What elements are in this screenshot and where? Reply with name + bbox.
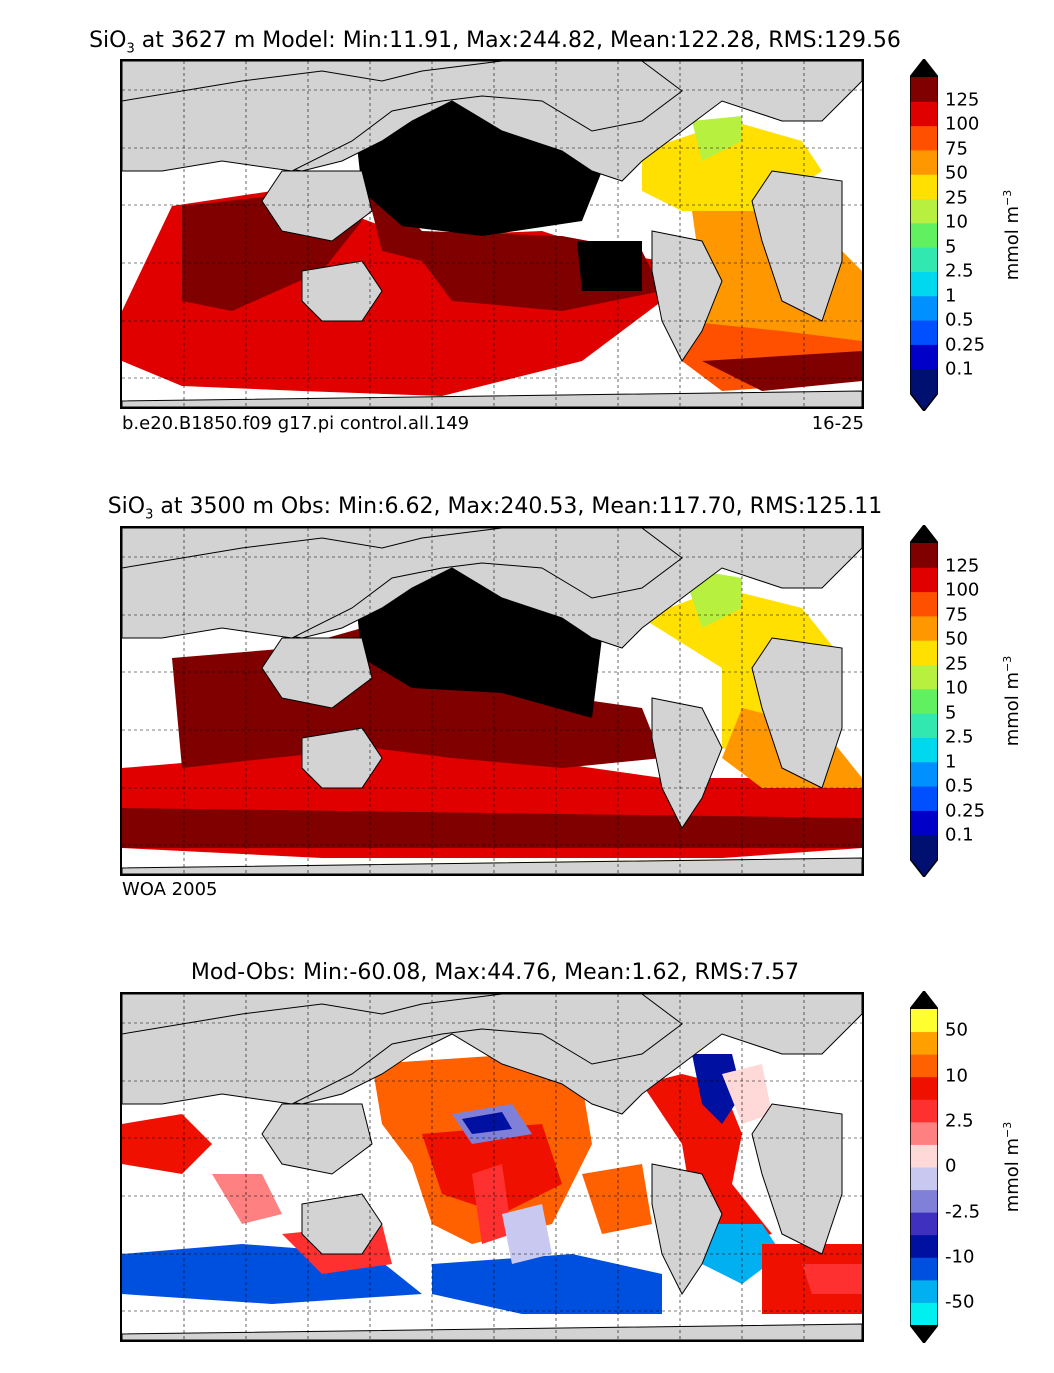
colorbar-tick: 0.1 (945, 358, 974, 380)
colorbar-tick: 0.5 (945, 309, 974, 331)
colorbar-segment (910, 1302, 938, 1326)
diff-colorbar (910, 991, 938, 1343)
colorbar-tick: 50 (945, 162, 968, 184)
colorbar-tick: 10 (945, 677, 968, 699)
colorbar-tick: 75 (945, 604, 968, 626)
colorbar-segment (910, 786, 938, 811)
colorbar-segment (910, 810, 938, 836)
colorbar-graphic (910, 59, 938, 411)
colorbar-tick: 25 (945, 653, 968, 675)
colorbar-segment (910, 1121, 938, 1145)
colorbar-tick: 100 (945, 579, 980, 601)
model-colorbar (910, 59, 938, 411)
colorbar-tick: 25 (945, 187, 968, 209)
colorbar-segment (910, 77, 938, 102)
colorbar-tick: 0.5 (945, 775, 974, 797)
colorbar-tick: 0.25 (945, 800, 986, 822)
obs-colorbar (910, 525, 938, 877)
colorbar-segment (910, 295, 938, 321)
colorbar-tick: 0.25 (945, 334, 986, 356)
colorbar-segment (910, 368, 938, 394)
colorbar-segment (910, 664, 938, 690)
colorbar-bottom-arrow (910, 859, 938, 877)
colorbar-segment (910, 1234, 938, 1258)
colorbar-segment (910, 1167, 938, 1191)
colorbar-segment (910, 1257, 938, 1281)
obs-map (120, 526, 864, 876)
colorbar-segment (910, 247, 938, 272)
colorbar-tick: 1 (945, 285, 957, 307)
colorbar-tick: 2.5 (945, 1110, 974, 1132)
colorbar-tick: 0 (945, 1155, 957, 1177)
colorbar-tick: 10 (945, 1065, 968, 1087)
obs-map-graphic (122, 528, 862, 874)
colorbar-segment (910, 591, 938, 617)
panel-title: Mod-Obs: Min:-60.08, Max:44.76, Mean:1.6… (190, 960, 800, 985)
colorbar-tick: -2.5 (945, 1201, 981, 1223)
colorbar-segment (910, 271, 938, 297)
colorbar-segment (910, 1144, 938, 1168)
colorbar-segment (910, 149, 938, 175)
colorbar-bottom-arrow (910, 393, 938, 411)
colorbar-segment (910, 640, 938, 666)
colorbar-unit: mmol m−3 (1001, 655, 1023, 747)
colorbar-segment (910, 344, 938, 370)
colorbar-graphic (910, 525, 938, 877)
colorbar-tick: 100 (945, 113, 980, 135)
colorbar-segment (910, 198, 938, 224)
colorbar-top-arrow (910, 991, 938, 1009)
model-map (120, 59, 864, 409)
colorbar-top-arrow (910, 59, 938, 77)
model-map-graphic (122, 61, 862, 407)
colorbar-tick: -10 (945, 1246, 975, 1268)
colorbar-tick: 5 (945, 236, 957, 258)
colorbar-segment (910, 1031, 938, 1055)
colorbar-segment (910, 737, 938, 763)
colorbar-segment (910, 1212, 938, 1236)
colorbar-segment (910, 125, 938, 151)
colorbar-segment (910, 1076, 938, 1100)
colorbar-tick: 75 (945, 138, 968, 160)
colorbar-segment (910, 1189, 938, 1213)
colorbar-tick: 2.5 (945, 726, 974, 748)
colorbar-segment (910, 615, 938, 641)
colorbar-tick: 2.5 (945, 260, 974, 282)
colorbar-tick: 50 (945, 628, 968, 650)
colorbar-segment (910, 320, 938, 345)
colorbar-segment (910, 688, 938, 714)
colorbar-segment (910, 1279, 938, 1303)
panel-title: SiO3 at 3500 m Obs: Min:6.62, Max:240.53… (107, 494, 883, 523)
colorbar-segment (910, 761, 938, 787)
colorbar-segment (910, 101, 938, 127)
colorbar-unit: mmol m−3 (1001, 189, 1023, 281)
colorbar-segment (910, 543, 938, 568)
colorbar-segment (910, 567, 938, 593)
colorbar-graphic (910, 991, 938, 1343)
colorbar-segment (910, 1054, 938, 1078)
colorbar-segment (910, 1009, 938, 1033)
years-caption: 16-25 (811, 413, 864, 434)
colorbar-segment (910, 713, 938, 738)
colorbar-tick: 125 (945, 555, 980, 577)
dataset-caption: WOA 2005 (122, 879, 218, 900)
colorbar-segment (910, 834, 938, 860)
colorbar-tick: 0.1 (945, 824, 974, 846)
colorbar-top-arrow (910, 525, 938, 543)
diff-map-graphic (122, 994, 862, 1340)
colorbar-tick: 5 (945, 702, 957, 724)
run-caption: b.e20.B1850.f09 g17.pi control.all.149 (122, 413, 470, 434)
colorbar-tick: 1 (945, 751, 957, 773)
colorbar-segment (910, 222, 938, 248)
colorbar-tick: -50 (945, 1291, 975, 1313)
colorbar-segment (910, 1099, 938, 1123)
colorbar-tick: 125 (945, 89, 980, 111)
colorbar-tick: 50 (945, 1019, 968, 1041)
diff-map (120, 992, 864, 1342)
colorbar-tick: 10 (945, 211, 968, 233)
colorbar-bottom-arrow (910, 1325, 938, 1343)
colorbar-segment (910, 174, 938, 200)
colorbar-unit: mmol m−3 (1001, 1121, 1023, 1213)
panel-title: SiO3 at 3627 m Model: Min:11.91, Max:244… (89, 28, 901, 57)
